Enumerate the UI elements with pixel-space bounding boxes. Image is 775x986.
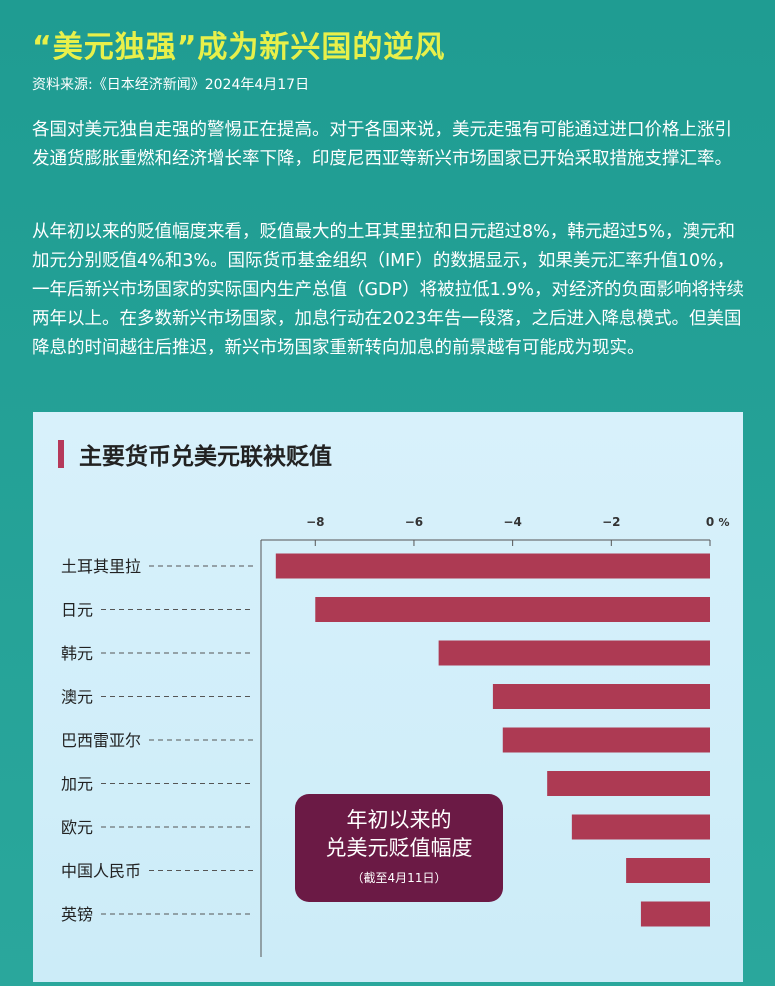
- x-unit-label: %: [718, 516, 729, 529]
- x-tick-label: −4: [503, 515, 521, 529]
- paragraph-2: 从年初以来的贬值幅度来看，贬值最大的土耳其里拉和日元超过8%，韩元超过5%，澳元…: [32, 222, 745, 358]
- bar: [626, 858, 710, 883]
- bar: [438, 640, 710, 666]
- category-label: 巴西雷亚尔: [61, 731, 141, 750]
- chart-title-accent: [58, 440, 64, 468]
- x-tick-label: −6: [405, 515, 423, 529]
- callout-note: （截至4月11日）: [351, 871, 447, 885]
- bar: [547, 771, 710, 796]
- x-tick-label: −2: [602, 515, 620, 529]
- x-tick-label: −8: [306, 515, 324, 529]
- callout-line-1: 年初以来的: [346, 808, 452, 832]
- bar: [492, 684, 710, 709]
- x-tick-label: 0: [706, 515, 714, 529]
- bar: [571, 814, 710, 840]
- bar: [502, 727, 710, 753]
- category-label: 日元: [61, 601, 93, 620]
- chart-title: 主要货币兑美元联袂贬值: [79, 444, 332, 470]
- bar: [315, 597, 710, 622]
- category-label: 英镑: [61, 905, 93, 924]
- bar: [275, 553, 710, 579]
- page-title: “美元独强”成为新兴国的逆风: [32, 30, 446, 65]
- category-label: 澳元: [61, 688, 93, 707]
- category-label: 加元: [61, 775, 93, 794]
- bar: [640, 901, 710, 927]
- chart-panel: 主要货币兑美元联袂贬值 −8 −6 −4 −2 0% 土耳其里拉日元韩元澳元巴西雷亚尔加元…: [33, 412, 743, 982]
- chart-callout: 年初以来的 兑美元贬值幅度 （截至4月11日）: [295, 794, 503, 902]
- callout-line-2: 兑美元贬值幅度: [325, 836, 473, 860]
- category-label: 韩元: [61, 644, 93, 663]
- category-label: 欧元: [61, 818, 93, 837]
- category-label: 土耳其里拉: [61, 557, 141, 576]
- paragraph-1: 各国对美元独自走强的警惕正在提高。对于各国来说，美元走强有可能通过进口价格上涨引…: [32, 120, 732, 169]
- category-label: 中国人民币: [61, 862, 141, 881]
- source-note: 资料来源:《日本经济新闻》2024年4月17日: [32, 77, 310, 93]
